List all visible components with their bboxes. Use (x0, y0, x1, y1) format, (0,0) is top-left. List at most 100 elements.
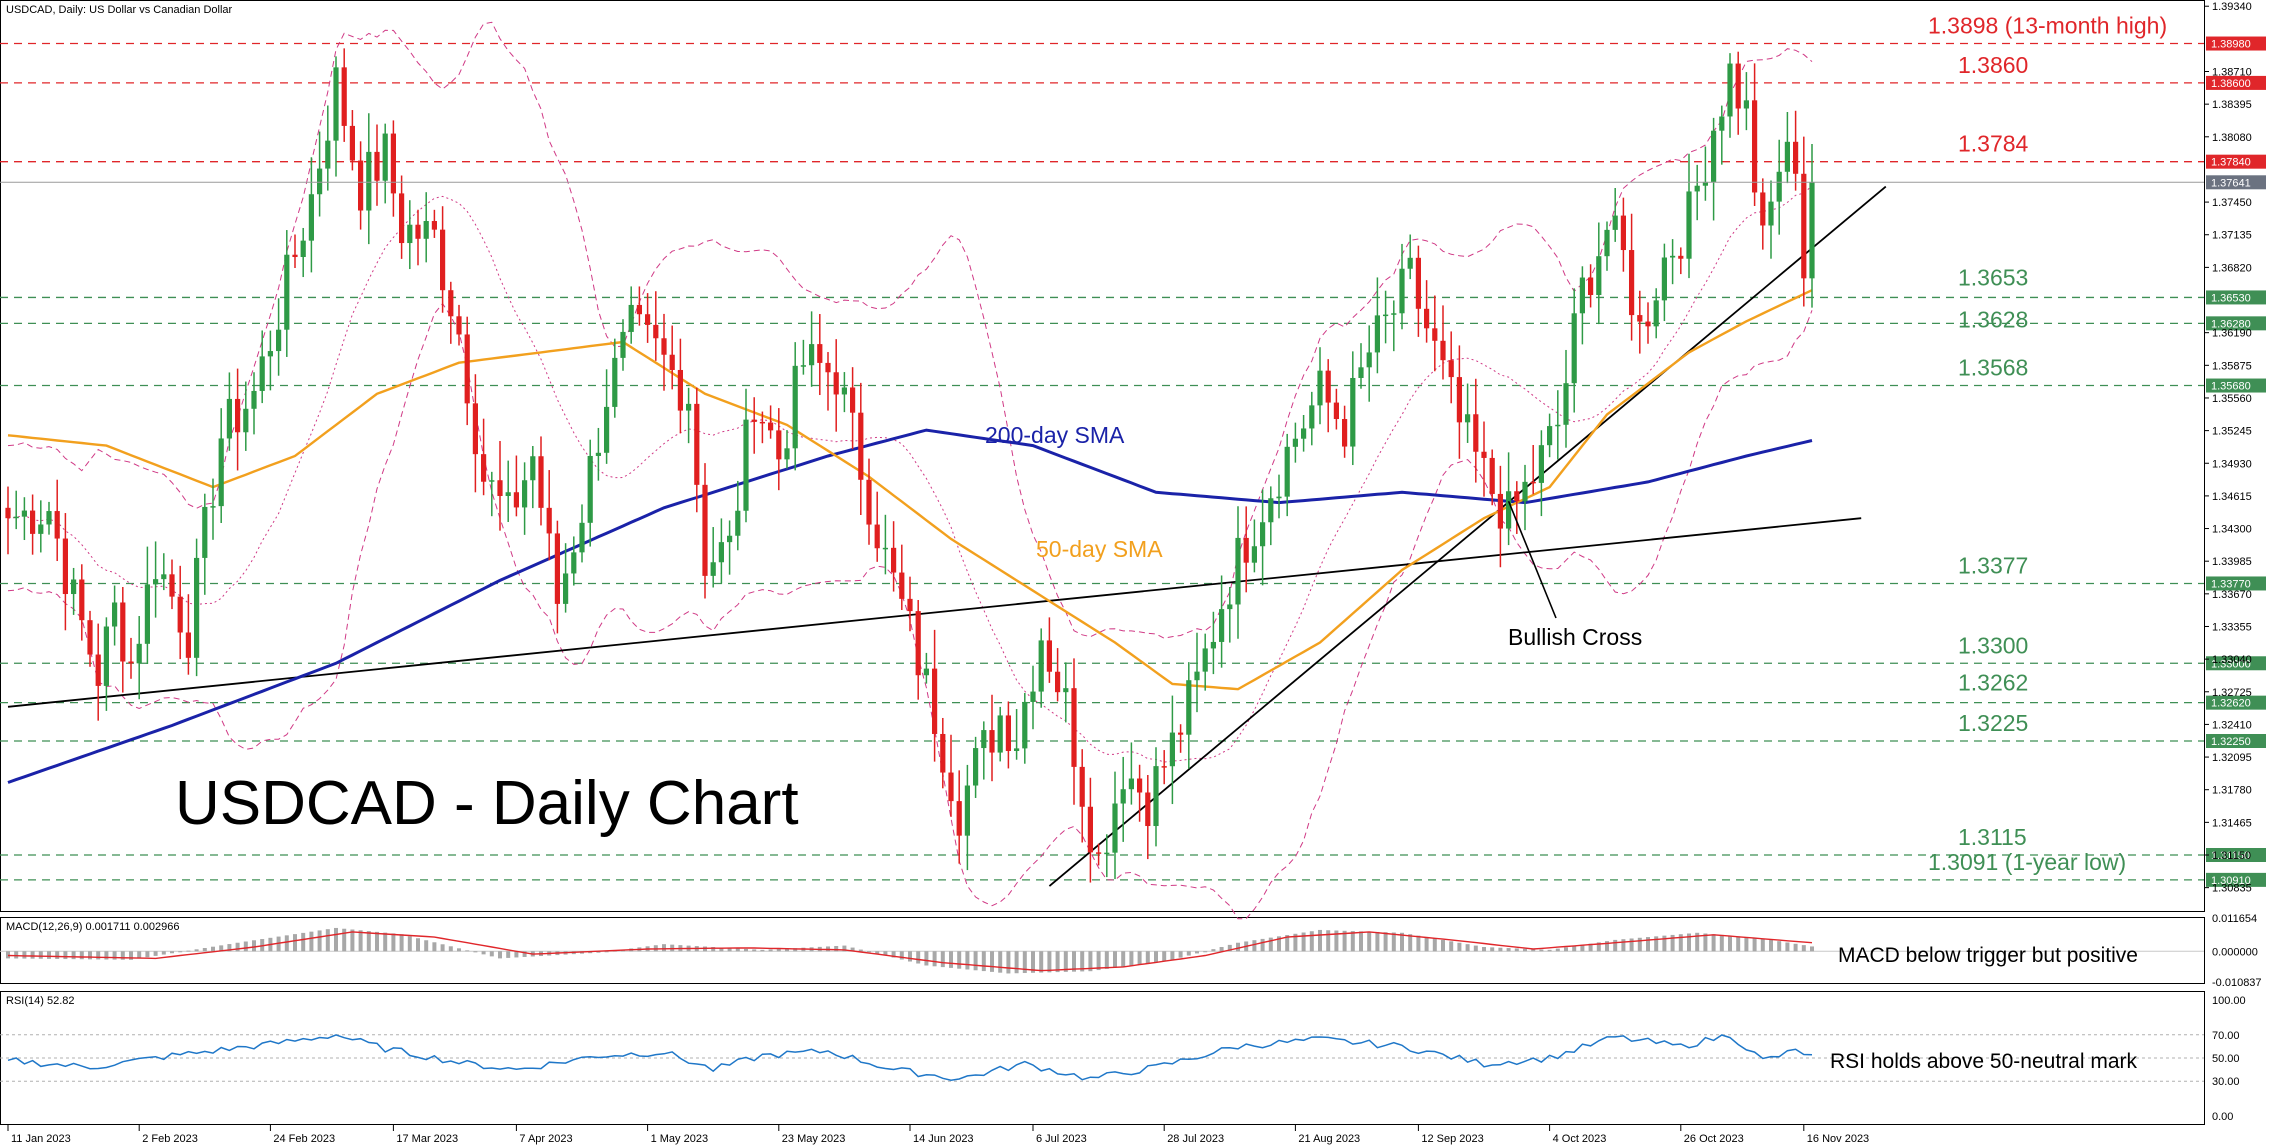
price-tick-label: 1.37135 (2212, 230, 2252, 242)
macd-bar (391, 933, 396, 952)
macd-bar (1736, 936, 1741, 952)
macd-bar (317, 930, 322, 952)
candle-bear (932, 668, 938, 734)
candle-bull (1670, 255, 1676, 258)
candle-bull (243, 408, 249, 433)
candle-bear (1087, 806, 1093, 853)
macd-bar (719, 947, 724, 952)
candle-bear (415, 224, 421, 239)
macd-bar (1793, 943, 1798, 952)
rsi-panel: 100.00 70.00 50.00 30.00 0.00 (0, 995, 2246, 1123)
candle-bear (702, 484, 708, 576)
level-label: 1.3262 (1958, 670, 2028, 696)
level-tag (2206, 734, 2266, 748)
candle-bull (489, 480, 495, 482)
candle-bear (907, 598, 913, 612)
candle-bear (1243, 537, 1249, 563)
candle-bear (661, 338, 667, 355)
candle-bull (112, 602, 118, 627)
macd-bar (1047, 951, 1052, 973)
macd-bar (1154, 951, 1158, 963)
sma200-series (7, 428, 1813, 784)
macd-bar (186, 950, 191, 952)
candle-bull (809, 344, 815, 366)
candle-bull (1350, 377, 1356, 447)
price-tick-label: 1.37450 (2212, 197, 2252, 209)
macd-bar (1687, 933, 1691, 952)
candle-bull (1227, 604, 1233, 610)
macd-bar (211, 946, 215, 952)
candle-bear (1752, 100, 1758, 193)
candle-bear (87, 620, 93, 655)
candle-bull (1219, 609, 1225, 642)
macd-bar (875, 951, 880, 954)
macd-bar (170, 951, 174, 954)
candle-bull (1374, 315, 1380, 353)
candle-bull (1030, 691, 1036, 702)
macd-bar (768, 949, 773, 952)
macd-bar (1769, 939, 1773, 952)
level-tag-label: 1.33770 (2211, 578, 2251, 590)
macd-bar (1129, 951, 1134, 966)
macd-bar (235, 942, 240, 952)
macd-bar (342, 928, 347, 952)
macd-bar (1555, 948, 1560, 952)
rsi-line (7, 1034, 1813, 1081)
level-label: 1.3860 (1958, 52, 2028, 78)
candle-bull (1309, 405, 1315, 429)
candle-bull (1104, 852, 1110, 855)
candle-bull (604, 406, 610, 453)
trendline (7, 517, 1862, 708)
macd-bar (1605, 941, 1609, 952)
candle-bull (1366, 352, 1372, 368)
candle-bull (743, 419, 749, 511)
candle-bear (472, 403, 478, 455)
macd-bar (604, 951, 609, 953)
macd-bar (1186, 951, 1191, 956)
candle-bear (538, 456, 544, 508)
macd-bar (1547, 949, 1552, 952)
candle-bull (325, 140, 331, 169)
macd-bar (194, 949, 199, 952)
candle-bull (997, 715, 1003, 753)
candle-bull (1399, 268, 1405, 314)
macd-bar (867, 951, 871, 953)
macd-panel: 0.011654 0.000000 -0.010837 (0, 913, 2262, 989)
candle-bull (1727, 63, 1733, 117)
macd-bar (506, 951, 511, 958)
price-tick-label: 1.38710 (2212, 67, 2252, 79)
candle-bull (1596, 256, 1602, 296)
time-tick-label: 11 Jan 2023 (11, 1133, 71, 1145)
sma200-annotation: 200-day SMA (985, 422, 1125, 448)
level-label: 1.3300 (1958, 632, 2028, 658)
price-tick-label: 1.33355 (2212, 621, 2252, 633)
candle-bull (1120, 789, 1126, 804)
macd-bar (990, 951, 994, 972)
candle-bear (1005, 715, 1011, 751)
macd-bar (1473, 945, 1478, 952)
candle-bull (686, 403, 692, 411)
macd-bar (842, 945, 847, 952)
macd-bar (309, 931, 314, 952)
macd-bar (1203, 951, 1208, 953)
price-tick-label: 1.33040 (2212, 654, 2252, 666)
candle-bear (677, 369, 683, 411)
candle-bear (1137, 778, 1143, 793)
rsi-axis-label: 0.00 (2212, 1111, 2233, 1123)
level-tag-label: 1.38980 (2211, 39, 2251, 51)
macd-bar (1785, 942, 1790, 952)
macd-bar (334, 927, 338, 952)
rsi-header: RSI(14) 52.82 (6, 995, 74, 1007)
candle-bear (1096, 852, 1102, 854)
time-tick-label: 14 Jun 2023 (913, 1133, 974, 1145)
macd-bar (1482, 947, 1486, 952)
level-tag (2206, 576, 2266, 591)
candle-bear (1055, 671, 1061, 693)
macd-bar (6, 951, 10, 959)
candle-bear (1145, 792, 1151, 827)
macd-bar (202, 947, 207, 952)
candle-bull (784, 448, 790, 460)
level-tag-label: 1.36530 (2211, 292, 2251, 304)
macd-bar (161, 951, 166, 955)
